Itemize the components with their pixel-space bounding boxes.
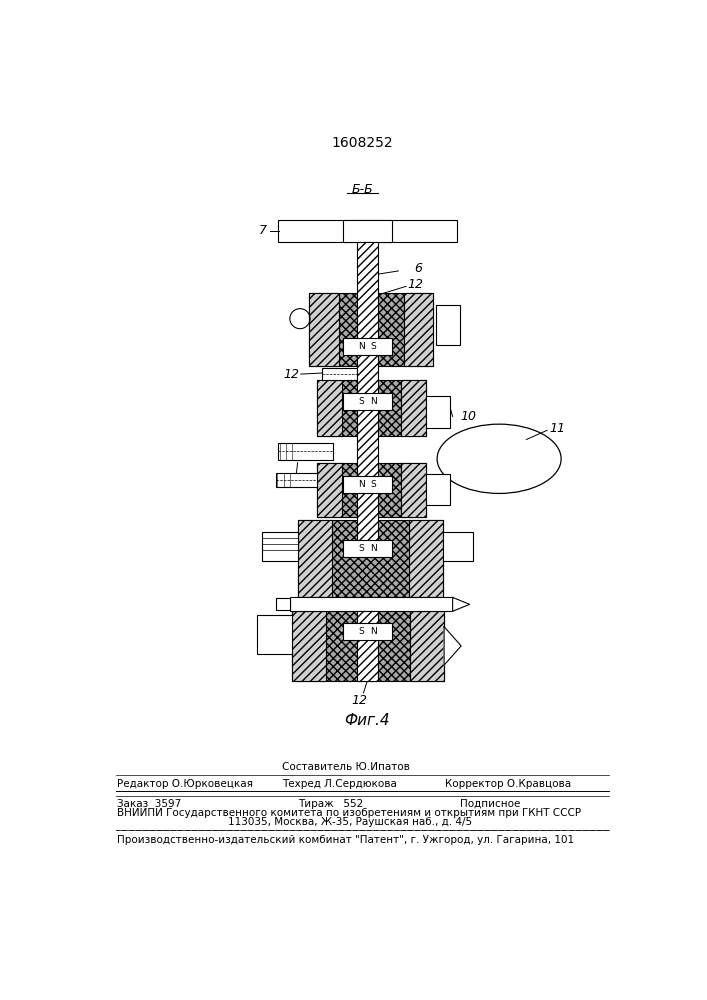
Bar (276, 473, 317, 487)
Text: Б-Б: Б-Б (352, 183, 373, 196)
Text: Редактор О.Юрковецкая: Редактор О.Юрковецкая (117, 779, 253, 789)
Bar (426, 474, 450, 505)
Text: N: N (358, 342, 365, 351)
Text: S: S (370, 480, 376, 489)
Text: N: N (370, 397, 377, 406)
Bar (279, 443, 332, 460)
Text: Тираж   552: Тираж 552 (298, 799, 363, 809)
Bar (401, 380, 426, 436)
Bar (343, 220, 392, 242)
Text: 10: 10 (460, 410, 477, 423)
Text: S: S (358, 544, 364, 553)
Bar (343, 393, 392, 410)
Bar (356, 242, 378, 551)
Bar (404, 293, 433, 366)
Bar (409, 520, 443, 597)
Bar (317, 380, 341, 436)
Text: Производственно-издательский комбинат "Патент", г. Ужгород, ул. Гагарина, 101: Производственно-издательский комбинат "П… (117, 835, 574, 845)
Text: Техред Л.Сердюкова: Техред Л.Сердюкова (282, 779, 397, 789)
Bar (298, 520, 332, 597)
Text: N: N (358, 480, 365, 489)
Bar (343, 338, 392, 355)
Text: ВНИИПИ Государственного комитета по изобретениям и открытиям при ГКНТ СССР: ВНИИПИ Государственного комитета по изоб… (117, 808, 581, 818)
Text: Фиг.4: Фиг.4 (344, 713, 390, 728)
Bar (343, 540, 392, 557)
Bar (317, 463, 341, 517)
Text: 10: 10 (288, 472, 304, 485)
Bar (317, 380, 426, 436)
Bar (292, 611, 444, 681)
Text: N: N (370, 627, 377, 636)
Text: Заказ  3597: Заказ 3597 (117, 799, 181, 809)
Text: N: N (370, 544, 377, 553)
Bar (257, 615, 292, 654)
Bar (343, 623, 392, 640)
Bar (309, 293, 339, 366)
Text: S: S (358, 627, 364, 636)
Text: 12: 12 (408, 278, 423, 291)
Text: 113035, Москва, Ж-35, Раушская наб., д. 4/5: 113035, Москва, Ж-35, Раушская наб., д. … (228, 817, 472, 827)
Bar (317, 463, 426, 517)
Text: 12: 12 (284, 368, 299, 381)
Bar (426, 396, 450, 428)
Bar (262, 532, 298, 561)
Text: 12: 12 (351, 694, 368, 707)
Text: 7: 7 (259, 224, 267, 237)
Bar (292, 611, 327, 681)
Text: Корректор О.Кравцова: Корректор О.Кравцова (445, 779, 571, 789)
Text: S: S (358, 397, 364, 406)
Bar (410, 611, 444, 681)
Bar (343, 476, 392, 493)
Bar (436, 305, 460, 345)
Bar (356, 611, 378, 681)
Bar (443, 532, 473, 561)
Bar (290, 597, 452, 611)
Bar (309, 293, 433, 366)
Text: 11: 11 (549, 422, 566, 434)
Text: 6: 6 (414, 262, 422, 275)
Polygon shape (452, 597, 469, 611)
Bar (322, 368, 356, 380)
Bar (401, 463, 426, 517)
Bar (276, 598, 290, 610)
Text: Составитель Ю.Ипатов: Составитель Ю.Ипатов (282, 762, 410, 772)
Text: 1608252: 1608252 (332, 136, 394, 150)
Bar (298, 520, 443, 597)
Text: S: S (370, 342, 376, 351)
Polygon shape (444, 627, 461, 665)
Text: Подписное: Подписное (460, 799, 521, 809)
Bar (279, 220, 457, 242)
